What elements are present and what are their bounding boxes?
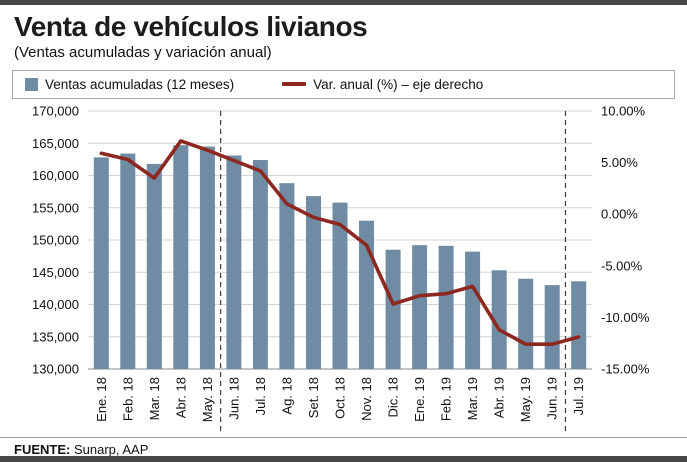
bar: [226, 155, 242, 369]
bar: [465, 251, 481, 369]
left-axis-tick-label: 140,000: [32, 297, 79, 312]
bar: [146, 163, 162, 369]
right-axis-tick-label: -10.00%: [601, 309, 650, 324]
left-axis-tick-label: 150,000: [32, 232, 79, 247]
bar: [518, 278, 534, 369]
right-axis-tick-label: 10.00%: [601, 103, 646, 118]
left-axis-tick-label: 130,000: [32, 361, 79, 376]
bar: [491, 269, 507, 369]
left-axis-tick-label: 170,000: [32, 103, 79, 118]
source-label: FUENTE:: [14, 441, 71, 457]
bar: [438, 245, 454, 369]
line-series-swatch-icon: [282, 82, 307, 87]
x-axis-tick-label: Nov. 18: [359, 377, 374, 421]
x-axis-tick-label: Jul. 18: [253, 377, 268, 415]
x-axis-tick-label: Abr. 18: [173, 377, 188, 418]
x-axis-tick-label: Mar. 19: [465, 377, 480, 420]
legend-line-label: Var. anual (%) – eje derecho: [313, 76, 484, 92]
bar: [199, 146, 215, 369]
right-axis-tick-label: 5.00%: [601, 155, 638, 170]
left-axis-tick-label: 145,000: [32, 264, 79, 279]
legend: Ventas acumuladas (12 meses) Var. anual …: [12, 69, 675, 99]
x-axis-tick-label: May. 18: [200, 377, 215, 422]
bar: [173, 144, 189, 369]
left-axis-tick-label: 135,000: [32, 329, 79, 344]
legend-item-bars: Ventas acumuladas (12 meses): [25, 77, 234, 92]
x-axis-tick-label: Mar. 18: [147, 377, 162, 420]
right-axis-tick-label: -5.00%: [601, 258, 643, 273]
bar: [544, 284, 560, 369]
x-axis-tick-label: Ag. 18: [279, 377, 294, 415]
x-axis-tick-label: Feb. 18: [120, 377, 135, 421]
x-axis-tick-label: Dic. 18: [386, 377, 401, 417]
bars: [93, 144, 587, 369]
x-axis-tick-label: Jul. 19: [571, 377, 586, 415]
x-axis-tick-label: Jun. 18: [226, 377, 241, 420]
left-axis-tick-label: 160,000: [32, 168, 79, 183]
bar: [332, 202, 348, 369]
right-axis-tick-label: -15.00%: [601, 361, 650, 376]
variation-line: [99, 138, 581, 346]
bar: [93, 156, 109, 369]
gridlines: [88, 110, 592, 370]
chart-area: 170,000 165,000 160,000 155,000 150,000 145,0…: [0, 99, 687, 437]
dual-axis-chart: 170,000 165,000 160,000 155,000 150,000 145,0…: [32, 103, 650, 431]
bar: [306, 195, 321, 369]
bar-series-swatch-icon: [25, 77, 38, 91]
variation-line-path: [99, 138, 581, 346]
x-axis-labels: Ene. 18 Feb. 18 Mar. 18 Abr. 18 May. 18 Jun. …: [94, 377, 586, 422]
bar: [279, 182, 295, 369]
bottom-accent-band: [0, 456, 687, 462]
x-axis-tick-label: Jun. 19: [545, 377, 560, 420]
x-axis-tick-label: May. 19: [518, 377, 533, 422]
bar: [120, 153, 136, 369]
source-value: Sunarp, AAP: [70, 441, 149, 457]
left-axis-labels: 170,000 165,000 160,000 155,000 150,000 145,0…: [32, 103, 79, 376]
header: Venta de vehículos livianos (Ventas acum…: [0, 5, 687, 63]
bar: [412, 244, 428, 369]
x-axis-tick-label: Feb. 19: [439, 377, 454, 421]
page-title: Venta de vehículos livianos: [14, 11, 368, 42]
left-axis-tick-label: 155,000: [32, 200, 79, 215]
x-axis-tick-label: Ene. 19: [412, 377, 427, 422]
x-axis-tick-label: Oct. 18: [333, 377, 348, 419]
legend-item-line: Var. anual (%) – eje derecho: [282, 77, 483, 92]
right-axis-labels: 10.00% 5.00% 0.00% -5.00% -10.00% -15.00%: [601, 103, 650, 376]
source-footer: FUENTE: Sunarp, AAP: [0, 436, 687, 462]
bar: [571, 280, 587, 369]
right-axis-tick-label: 0.00%: [601, 206, 638, 221]
legend-bars-label: Ventas acumuladas (12 meses): [45, 76, 235, 92]
left-axis-tick-label: 165,000: [32, 135, 79, 150]
x-axis-tick-label: Ene. 18: [94, 377, 109, 422]
page-subtitle: (Ventas acumuladas y variación anual): [14, 43, 272, 61]
bar: [385, 249, 401, 369]
x-axis-tick-label: Abr. 19: [492, 377, 507, 418]
bar: [252, 159, 268, 369]
top-accent-band: [0, 0, 687, 5]
x-axis-tick-label: Set. 18: [306, 377, 321, 418]
